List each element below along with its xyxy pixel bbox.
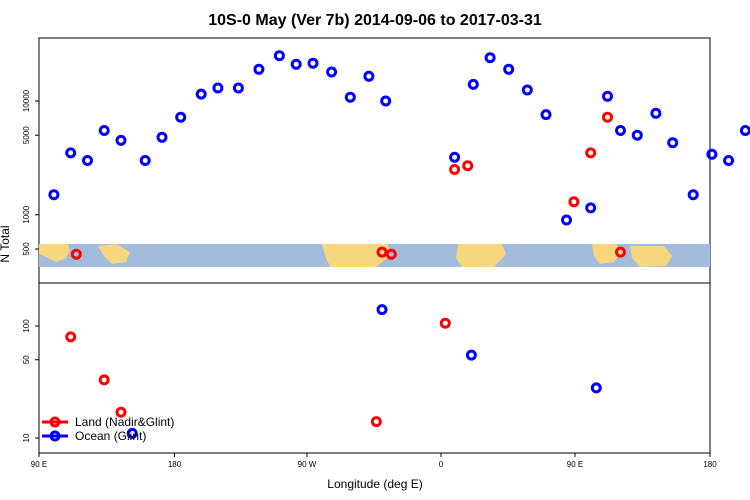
point-top-land bbox=[602, 111, 613, 123]
point-top-ocean bbox=[739, 125, 750, 136]
point-top-ocean bbox=[98, 125, 110, 136]
point-top-ocean bbox=[326, 66, 338, 78]
point-bottom-land bbox=[439, 317, 451, 329]
chart-title: 10S-0 May (Ver 7b) 2014-09-06 to 2017-03… bbox=[208, 12, 542, 29]
point-top-ocean bbox=[175, 111, 187, 123]
point-top-ocean bbox=[503, 63, 515, 75]
point-top-ocean bbox=[139, 155, 151, 166]
point-top-land bbox=[568, 196, 580, 208]
point-top-ocean bbox=[687, 189, 699, 201]
point-top-ocean bbox=[561, 214, 572, 226]
point-bottom-ocean bbox=[465, 349, 477, 361]
point-top-land bbox=[385, 248, 397, 260]
point-top-ocean bbox=[344, 91, 356, 103]
point-bottom-ocean bbox=[590, 382, 602, 394]
bottom-panel-frame bbox=[38, 282, 711, 454]
point-top-ocean bbox=[467, 78, 479, 90]
point-top-land bbox=[449, 164, 461, 175]
land-asia-left bbox=[39, 244, 70, 262]
point-top-ocean bbox=[82, 155, 93, 166]
point-bottom-ocean bbox=[126, 427, 138, 439]
x-ticks: 90 E 180 90 W 0 90 E 180 bbox=[31, 453, 717, 469]
point-top-ocean bbox=[65, 147, 77, 159]
x-tick-label: 90 E bbox=[31, 460, 47, 469]
land-newguinea-left bbox=[98, 244, 130, 264]
point-top-ocean bbox=[195, 88, 207, 100]
top-y-tick-label: 5000 bbox=[22, 126, 31, 144]
top-y-ticks: 500 1000 5000 10000 bbox=[22, 89, 39, 256]
land-southamerica bbox=[322, 244, 390, 267]
point-top-land bbox=[462, 160, 474, 172]
top-y-tick-label: 500 bbox=[22, 242, 31, 256]
x-tick-label: 90 E bbox=[567, 460, 583, 469]
point-top-ocean bbox=[380, 95, 392, 107]
y-axis-label: N Total bbox=[0, 225, 12, 262]
point-bottom-land bbox=[370, 416, 382, 428]
point-bottom-ocean bbox=[376, 304, 388, 316]
bottom-y-tick-label: 10 bbox=[22, 433, 31, 442]
x-tick-label: 90 W bbox=[298, 460, 317, 469]
legend-label-land: Land (Nadir&Glint) bbox=[75, 415, 174, 429]
point-top-ocean bbox=[363, 70, 375, 82]
point-top-ocean bbox=[650, 107, 662, 119]
bottom-y-tick-label: 100 bbox=[22, 319, 31, 333]
land-africa bbox=[456, 244, 506, 267]
x-axis-label: Longitude (deg E) bbox=[327, 477, 422, 491]
point-top-ocean bbox=[706, 148, 718, 160]
point-top-ocean bbox=[48, 189, 60, 201]
top-y-tick-label: 10000 bbox=[22, 89, 31, 112]
point-top-ocean bbox=[484, 52, 496, 64]
point-bottom-land bbox=[98, 374, 110, 386]
map-strip bbox=[39, 244, 710, 267]
point-top-ocean bbox=[585, 202, 597, 214]
point-top-ocean bbox=[723, 155, 735, 166]
point-top-ocean bbox=[521, 84, 533, 96]
point-top-ocean bbox=[615, 125, 626, 136]
data-points bbox=[48, 50, 750, 439]
x-tick-label: 180 bbox=[168, 460, 182, 469]
point-top-ocean bbox=[253, 63, 265, 75]
bottom-y-ticks: 10 50 100 bbox=[22, 319, 39, 442]
point-top-ocean bbox=[307, 57, 319, 69]
point-top-ocean bbox=[273, 50, 285, 62]
point-top-land bbox=[70, 248, 82, 260]
land-australia bbox=[630, 246, 672, 267]
legend: Land (Nadir&Glint) Ocean (Glint) bbox=[42, 415, 174, 443]
land-asia-right bbox=[592, 244, 622, 264]
point-top-ocean bbox=[115, 134, 127, 146]
point-top-ocean bbox=[667, 137, 679, 149]
legend-label-ocean: Ocean (Glint) bbox=[75, 429, 146, 443]
legend-marker-land bbox=[49, 416, 61, 428]
x-tick-label: 180 bbox=[703, 460, 717, 469]
point-top-ocean bbox=[631, 129, 643, 141]
point-top-ocean bbox=[540, 109, 552, 121]
point-top-ocean bbox=[290, 58, 302, 70]
point-top-ocean bbox=[232, 82, 244, 94]
point-top-ocean bbox=[212, 82, 224, 94]
point-top-ocean bbox=[602, 90, 613, 102]
point-bottom-land bbox=[65, 331, 77, 343]
point-top-land bbox=[615, 246, 626, 258]
top-y-tick-label: 1000 bbox=[22, 205, 31, 223]
point-top-land bbox=[376, 246, 388, 258]
legend-marker-ocean bbox=[49, 430, 61, 442]
point-bottom-land bbox=[115, 406, 127, 418]
point-top-land bbox=[585, 147, 597, 159]
point-top-ocean bbox=[449, 151, 461, 163]
x-tick-label: 0 bbox=[439, 460, 444, 469]
bottom-y-tick-label: 50 bbox=[22, 355, 31, 364]
point-top-ocean bbox=[156, 131, 168, 143]
